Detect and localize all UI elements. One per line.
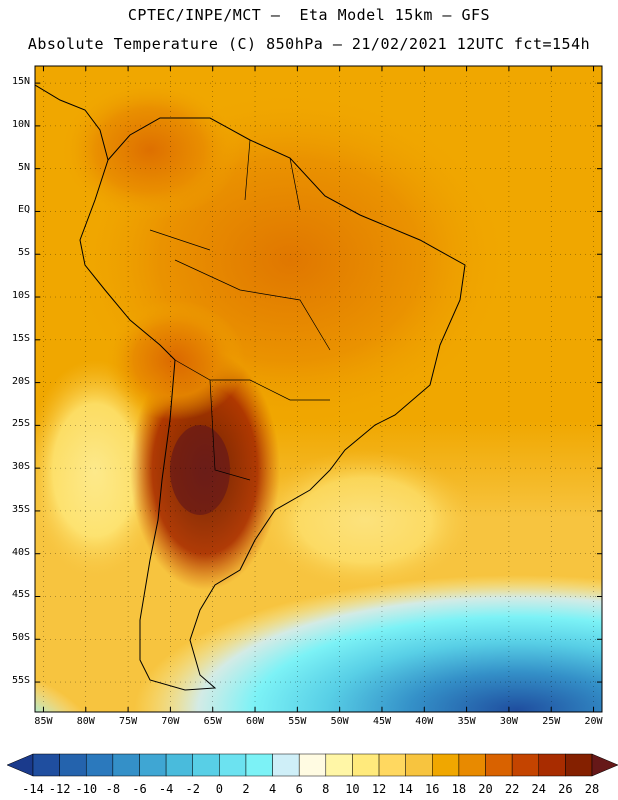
colorbar-box <box>378 753 406 777</box>
coastline <box>35 84 466 691</box>
colorbar-box <box>405 753 433 777</box>
lon-label: 45W <box>372 716 391 727</box>
country-borders <box>149 139 331 481</box>
lat-label: 25S <box>11 418 30 430</box>
lon-label: 80W <box>76 716 95 727</box>
colorbar-box <box>112 753 140 777</box>
colorbar-label: 8 <box>322 782 330 796</box>
colorbar-box <box>85 753 114 777</box>
lat-label: EQ <box>17 204 30 216</box>
lat-label: 5N <box>17 161 30 173</box>
lat-label: 20S <box>11 375 30 387</box>
lon-label: 30W <box>499 716 518 727</box>
lat-label: 35S <box>11 503 30 515</box>
lat-label: 15N <box>11 76 30 88</box>
lat-label: 30S <box>11 461 30 473</box>
lat-label: 45S <box>11 589 30 601</box>
lon-label: 40W <box>415 716 434 727</box>
colorbar-box <box>165 753 193 777</box>
colorbar-box <box>352 753 380 777</box>
colorbar-label: 24 <box>531 782 546 796</box>
colorbar-box <box>219 753 247 777</box>
colorbar-label: 2 <box>242 782 250 796</box>
colorbar-box <box>272 753 300 777</box>
lat-label: 50S <box>11 632 30 644</box>
colorbar-box <box>139 753 167 777</box>
lon-label: 60W <box>245 716 265 727</box>
lat-label: 5S <box>17 247 30 259</box>
colorbar-box <box>245 753 273 777</box>
colorbar-label: -4 <box>158 782 174 796</box>
colorbar-box <box>59 753 87 777</box>
lat-label: 55S <box>11 675 30 687</box>
colorbar-label: 0 <box>215 782 223 796</box>
colorbar-label: 4 <box>268 782 277 796</box>
lat-label: 40S <box>11 546 30 558</box>
colorbar-label: -12 <box>48 782 71 796</box>
lon-label: 65W <box>203 716 222 727</box>
colorbar-box <box>298 753 327 777</box>
colorbar-label: 28 <box>584 782 600 796</box>
lat-label: 10S <box>11 290 30 302</box>
lon-label: 70W <box>161 716 180 727</box>
south-america-outline <box>79 117 466 691</box>
colorbar-label: 6 <box>295 782 303 796</box>
colorbar-box <box>325 753 353 777</box>
axis-ticks <box>35 66 602 712</box>
chart-title-line2: Absolute Temperature (C) 850hPa – 21/02/… <box>27 35 591 53</box>
chart-title-line1: CPTEC/INPE/MCT – Eta Model 15km – GFS <box>127 6 491 24</box>
colorbar-label: 26 <box>558 782 573 796</box>
colorbar-label: 10 <box>345 782 360 796</box>
colorbar-box <box>538 753 566 777</box>
colorbar-max-triangle <box>591 753 618 777</box>
colorbar-box <box>458 753 486 777</box>
lon-label: 35W <box>457 716 476 727</box>
plot-frame <box>34 65 603 713</box>
lon-label: 75W <box>119 716 138 727</box>
central-america-outline <box>35 84 109 161</box>
colorbar-box <box>432 753 460 777</box>
colorbar-min-triangle <box>6 753 34 777</box>
colorbar-label: -10 <box>75 782 98 796</box>
colorbar-label: 16 <box>425 782 440 796</box>
colorbar-label: -6 <box>132 782 147 796</box>
colorbar-box <box>32 753 60 777</box>
colorbar-label: 20 <box>478 782 493 796</box>
colorbar-box <box>192 753 220 777</box>
colorbar-label: 18 <box>451 782 467 796</box>
colorbar-label: -14 <box>22 782 44 796</box>
colorbar-box <box>565 753 593 777</box>
colorbar <box>6 753 618 777</box>
colorbar-label: -2 <box>185 782 200 796</box>
colorbar-box <box>511 753 540 777</box>
lat-label: 15S <box>11 332 30 344</box>
lon-label: 20W <box>584 716 603 727</box>
colorbar-label: 12 <box>371 782 387 796</box>
lon-label: 50W <box>330 716 349 727</box>
lon-label: 55W <box>288 716 307 727</box>
lon-label: 85W <box>34 716 53 727</box>
temperature-field <box>35 66 602 712</box>
colorbar-label: 22 <box>504 782 520 796</box>
colorbar-label: 14 <box>398 782 413 796</box>
lon-label: 25W <box>542 716 561 727</box>
colorbar-box <box>485 753 513 777</box>
lat-label: 10N <box>11 118 30 130</box>
colorbar-label: -8 <box>105 782 121 796</box>
